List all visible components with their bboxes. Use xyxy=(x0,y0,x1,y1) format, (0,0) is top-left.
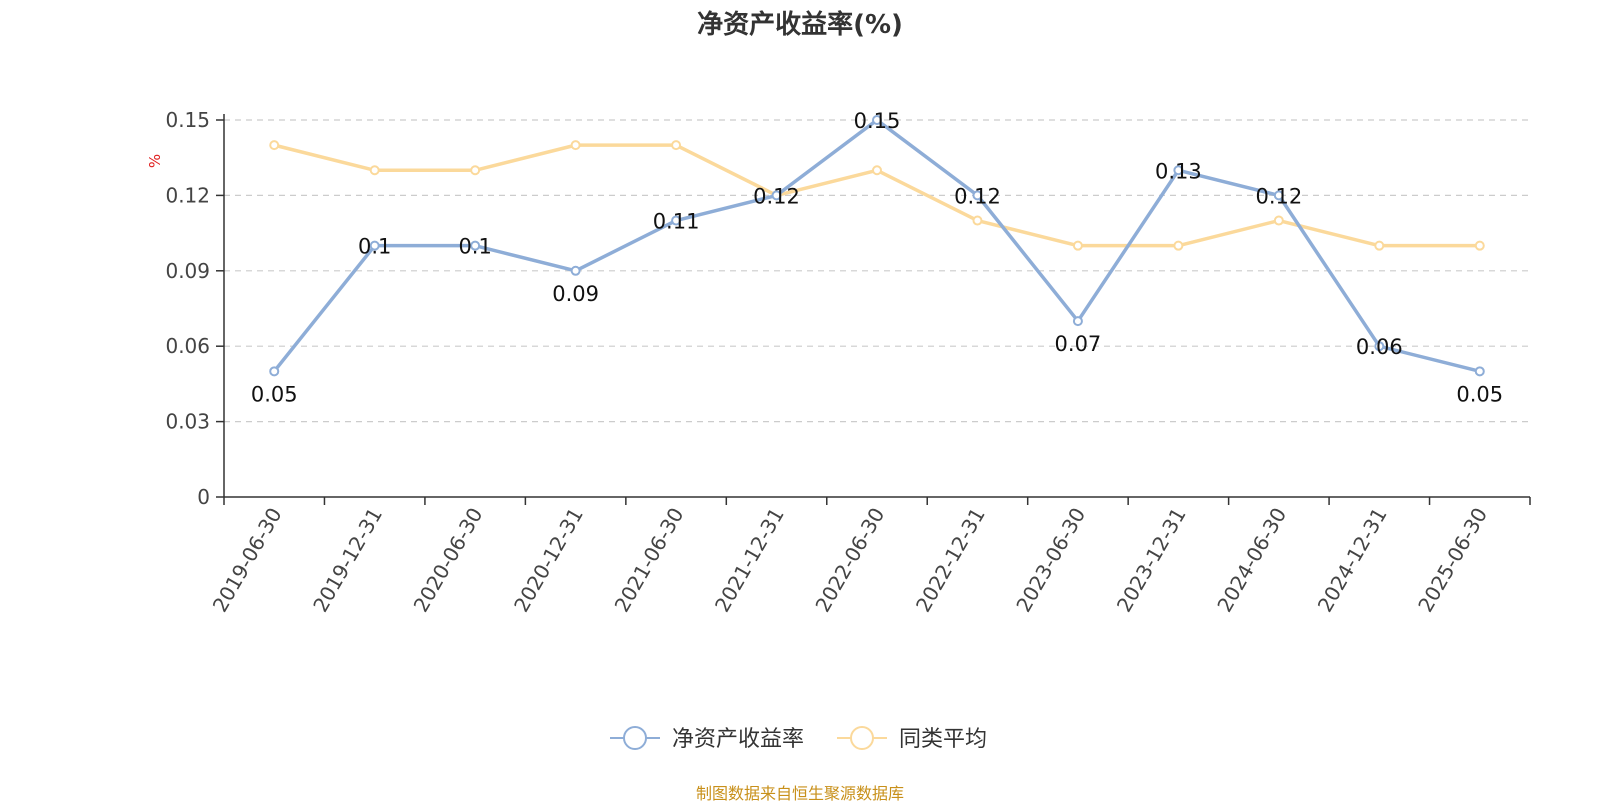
data-label: 0.11 xyxy=(653,210,700,234)
data-source-note: 制图数据来自恒生聚源数据库 xyxy=(695,784,904,803)
data-point xyxy=(269,366,280,377)
data-label: 0.07 xyxy=(1055,332,1102,356)
y-tick-label: 0.09 xyxy=(165,259,210,283)
x-tick-label: 2024-12-31 xyxy=(1313,504,1392,617)
series-line xyxy=(272,118,1481,374)
data-label: 0.12 xyxy=(954,184,1001,208)
chart-title: 净资产收益率(%) xyxy=(697,10,903,40)
series-layer xyxy=(269,115,1485,377)
data-point xyxy=(1173,240,1184,251)
y-tick-label: 0.12 xyxy=(165,183,210,207)
x-tick-label: 2023-12-31 xyxy=(1112,504,1191,617)
data-point xyxy=(1474,240,1485,251)
data-point xyxy=(369,240,380,251)
line-chart: 0 0.03 0.06 0.09 0.12 0.15 2019-06-30 2019-12-3… xyxy=(146,108,1531,752)
x-tick-label: 2025-06-30 xyxy=(1413,504,1492,617)
data-point xyxy=(1273,215,1284,226)
data-point xyxy=(1474,366,1485,377)
x-tick-label: 2020-06-30 xyxy=(409,503,488,616)
data-point xyxy=(872,165,882,176)
data-labels: 0.05 0.1 0.1 0.09 0.11 0.12 0.15 0.12 0.07 0.13 0.… xyxy=(251,109,1503,406)
data-point xyxy=(872,115,882,125)
data-point xyxy=(1273,190,1284,201)
axes: 0 0.03 0.06 0.09 0.12 0.15 2019-06-30 2019-12-3… xyxy=(165,108,1531,617)
x-tick-label: 2019-12-31 xyxy=(308,504,387,617)
data-label: 0.05 xyxy=(1456,382,1503,406)
data-point xyxy=(972,215,983,226)
data-point xyxy=(369,165,380,176)
data-point xyxy=(570,265,581,276)
legend-swatch-marker xyxy=(623,726,647,750)
data-point xyxy=(570,140,581,151)
data-point xyxy=(1374,240,1385,251)
y-tick-label: 0.06 xyxy=(165,334,210,358)
data-label: 0.12 xyxy=(1255,184,1302,208)
legend: 净资产收益率 同类平均 xyxy=(610,726,987,752)
data-point xyxy=(1374,341,1385,352)
y-axis-label: % xyxy=(146,154,164,168)
x-tick-label: 2020-12-31 xyxy=(509,504,588,617)
y-tick-label: 0.15 xyxy=(165,108,210,132)
y-tick-label: 0.03 xyxy=(165,410,210,434)
data-label: 0.1 xyxy=(458,235,491,259)
data-point xyxy=(470,165,481,176)
x-tick-label: 2019-06-30 xyxy=(208,504,287,617)
x-tick-label: 2022-06-30 xyxy=(810,504,889,617)
data-point xyxy=(269,140,280,151)
data-label: 0.13 xyxy=(1155,159,1202,183)
x-tick-label: 2023-06-30 xyxy=(1011,504,1090,617)
gridlines xyxy=(224,119,1530,423)
data-point xyxy=(1072,316,1083,327)
data-point xyxy=(771,190,782,201)
x-tick-label: 2024-06-30 xyxy=(1212,504,1291,617)
data-point xyxy=(671,215,682,226)
data-label: 0.05 xyxy=(251,382,298,406)
y-tick-label: 0 xyxy=(197,485,210,509)
data-point xyxy=(972,190,983,201)
data-label: 0.09 xyxy=(552,282,599,306)
x-tick-label: 2022-12-31 xyxy=(911,504,990,617)
data-point xyxy=(1173,165,1184,176)
data-label: 0.12 xyxy=(753,184,800,208)
data-label: 0.06 xyxy=(1356,335,1403,359)
data-point xyxy=(671,140,682,151)
legend-swatch-marker xyxy=(850,726,874,750)
data-label: 0.1 xyxy=(358,235,391,259)
legend-label: 净资产收益率 xyxy=(672,727,804,752)
x-tick-label: 2021-12-31 xyxy=(710,504,789,617)
legend-label: 同类平均 xyxy=(899,727,987,752)
x-tick-label: 2021-06-30 xyxy=(610,504,689,617)
data-point xyxy=(1072,240,1083,251)
data-point xyxy=(470,240,481,251)
data-label: 0.15 xyxy=(854,109,901,133)
